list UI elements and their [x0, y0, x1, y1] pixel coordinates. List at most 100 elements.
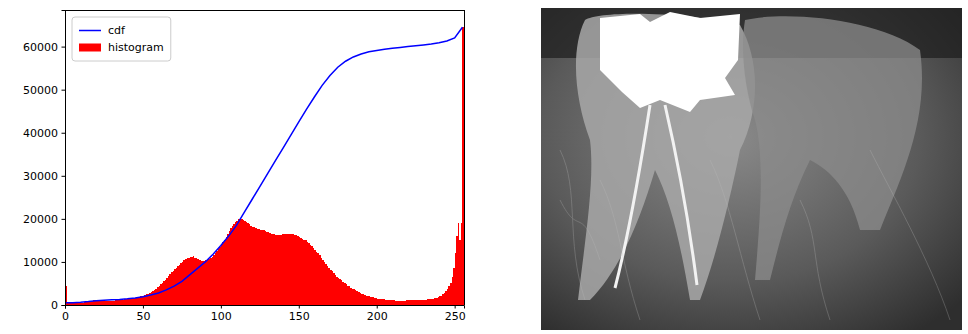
histogram-bar: [124, 299, 126, 305]
histogram-bar: [423, 300, 425, 305]
histogram-bar: [85, 302, 87, 305]
histogram-bar: [316, 252, 318, 305]
tick-mark: [143, 305, 144, 309]
histogram-bar: [403, 301, 405, 305]
histogram-bar: [439, 296, 441, 305]
histogram-bar: [271, 234, 273, 305]
histogram-bar: [116, 300, 118, 305]
histogram-bar: [353, 289, 355, 305]
histogram-bar: [431, 299, 433, 305]
histogram-bar: [82, 303, 84, 305]
histogram-bar: [274, 234, 276, 305]
histogram-bar: [99, 301, 101, 305]
histogram-bar: [258, 229, 260, 305]
histogram-bar: [279, 235, 281, 305]
histogram-bar: [325, 264, 327, 305]
tick-label: 10000: [23, 256, 58, 269]
tick: 50000: [23, 84, 65, 97]
histogram-bar: [221, 245, 223, 305]
histogram-bar: [405, 301, 407, 305]
histogram-bar: [280, 235, 282, 305]
xray-background: [541, 8, 962, 330]
tick-mark: [62, 262, 66, 263]
histogram-bar: [442, 294, 444, 305]
histogram-bar: [123, 300, 125, 305]
tick: 250: [445, 305, 466, 323]
tick: 100: [211, 305, 232, 323]
histogram-bar: [227, 234, 229, 305]
xray-canal: [665, 105, 697, 285]
histogram-bar: [413, 300, 415, 305]
histogram-bar: [366, 296, 368, 305]
histogram-bar: [129, 299, 131, 305]
histogram-bar: [137, 297, 139, 305]
histogram-bar: [438, 297, 440, 305]
histogram-bar: [162, 283, 164, 305]
histogram-bar: [127, 299, 129, 305]
page: 0501001502002500100002000030000400005000…: [0, 0, 968, 334]
histogram-bar: [112, 301, 114, 305]
histogram-bar: [310, 245, 312, 305]
histogram-bar: [324, 262, 326, 305]
histogram-bar: [229, 231, 231, 305]
tick-mark: [62, 305, 66, 306]
histogram-bar: [266, 232, 268, 305]
tick: 50: [136, 305, 150, 323]
xray-trabecula: [870, 150, 950, 320]
histogram-bar: [74, 303, 76, 305]
histogram-bar: [260, 230, 262, 305]
histogram-bar: [230, 228, 232, 305]
histogram-bar: [190, 257, 192, 305]
tick-mark: [455, 305, 456, 309]
histogram-bar: [180, 263, 182, 305]
histogram-bar: [109, 301, 111, 305]
histogram-bar: [249, 224, 251, 305]
xray-texture: [560, 150, 950, 320]
x-axis: 050100150200250: [62, 305, 466, 323]
histogram-bar: [420, 300, 422, 305]
histogram-bar: [135, 298, 137, 305]
histogram-bar: [268, 232, 270, 305]
histogram-bar: [450, 283, 452, 305]
histogram-bar: [210, 258, 212, 305]
histogram-bar: [317, 253, 319, 305]
histogram-bar: [380, 299, 382, 305]
histogram-bar: [338, 278, 340, 305]
tick-mark: [377, 305, 378, 309]
histogram-bar: [389, 300, 391, 305]
histogram-bar: [327, 266, 329, 305]
xray-trabecula: [560, 200, 600, 260]
legend-label: histogram: [108, 41, 164, 54]
tick-label: 100: [211, 310, 232, 323]
histogram-bar: [218, 249, 220, 305]
histogram-bar: [378, 299, 380, 305]
tick-mark: [62, 133, 66, 134]
histogram-bar: [336, 277, 338, 305]
histogram-bar: [360, 293, 362, 305]
histogram-bar: [115, 300, 117, 305]
histogram-bar: [428, 299, 430, 305]
histogram-bar: [408, 300, 410, 305]
histogram-bar: [381, 299, 383, 305]
histogram-bar: [339, 279, 341, 305]
histogram-bar: [179, 265, 181, 305]
tick: 0: [51, 299, 65, 312]
histogram-bar: [174, 269, 176, 305]
legend-swatch: [79, 44, 101, 52]
histogram-bar: [207, 260, 209, 305]
histogram-bar: [448, 286, 450, 305]
histogram-bar: [241, 219, 243, 305]
histogram-bar: [263, 230, 265, 305]
histogram-bar: [388, 300, 390, 305]
histogram-bar: [335, 275, 337, 305]
tick-mark: [62, 90, 66, 91]
tick-label: 50: [136, 310, 150, 323]
tick-mark: [62, 47, 66, 48]
histogram-bar: [352, 289, 354, 305]
legend-swatch: [79, 30, 101, 32]
histogram-bar: [265, 231, 267, 305]
tick-label: 50000: [23, 84, 58, 97]
xray-trabecula: [800, 200, 830, 320]
histogram-bars: [65, 27, 464, 305]
histogram-bar: [356, 291, 358, 305]
